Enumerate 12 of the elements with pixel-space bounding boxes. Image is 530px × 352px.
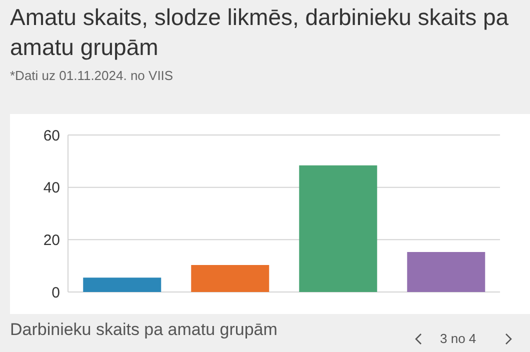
bar <box>83 278 162 292</box>
text: Darbinieku skaits pa amatu grupām <box>10 320 278 340</box>
text: 3 no 4 <box>440 331 476 346</box>
y-tick-label: 40 <box>43 180 60 197</box>
y-tick-label: 60 <box>43 127 60 144</box>
y-tick-label: 20 <box>43 232 60 249</box>
chart-title: Amatu skaits, slodze likmēs, darbinieku skaits pa amatu grupām <box>10 3 510 62</box>
chart-subtitle: *Dati uz 01.11.2024. no VIIS <box>10 68 174 83</box>
y-tick-label: 0 <box>52 284 60 302</box>
bar <box>407 252 486 292</box>
bar <box>191 265 270 292</box>
bar <box>299 165 378 292</box>
